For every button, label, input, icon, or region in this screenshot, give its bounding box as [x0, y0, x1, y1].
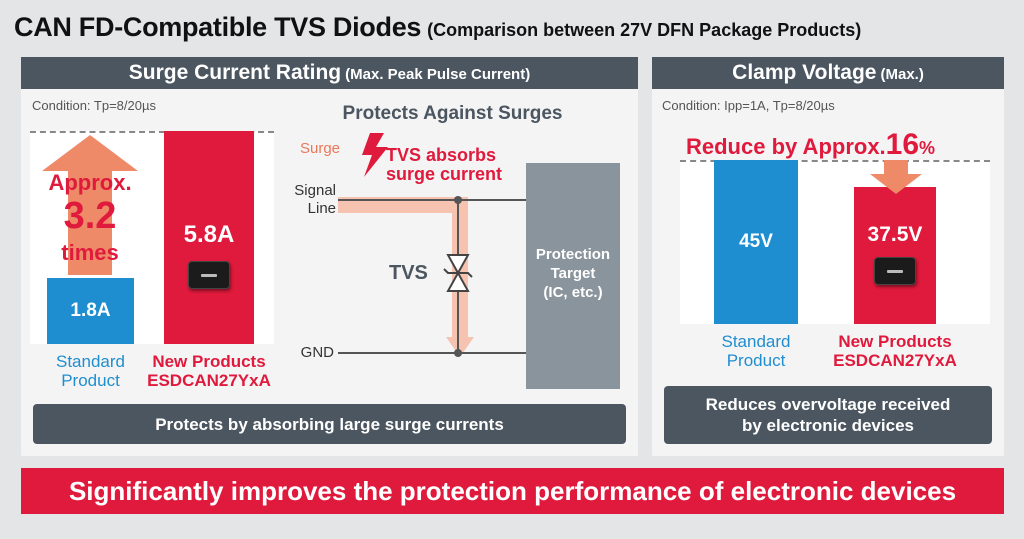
- reduce-label: Reduce by Approx.16%: [686, 128, 936, 161]
- right-panel-header: Clamp Voltage (Max.): [652, 57, 1004, 89]
- bar-new-clamp-label: 37.5V: [867, 223, 923, 247]
- approx-line3: times: [61, 240, 119, 265]
- left-condition: Condition: Tp=8/20µs: [32, 98, 156, 113]
- bar-standard-clamp: 45V: [714, 160, 798, 324]
- bar-standard-clamp-label: 45V: [739, 231, 773, 252]
- bottom-banner: Significantly improves the protection pe…: [21, 468, 1004, 514]
- right-note: Reduces overvoltage received by electron…: [664, 386, 992, 444]
- down-arrow-icon: [870, 160, 922, 194]
- tvs-label: TVS: [389, 262, 428, 284]
- left-note-text: Protects by absorbing large surge curren…: [155, 414, 504, 434]
- right-max-line: [680, 160, 990, 162]
- left-header-sub: (Max. Peak Pulse Current): [345, 66, 531, 83]
- approx-line1: Approx.: [48, 170, 132, 195]
- left-header-main: Surge Current Rating: [128, 61, 342, 84]
- approx-value: 3.2: [63, 195, 117, 237]
- protection-target-label: Protection Target (IC, etc.): [535, 246, 611, 301]
- bar-new-surge-label: 5.8A: [183, 221, 235, 248]
- page-title: CAN FD-Compatible TVS Diodes (Comparison …: [14, 12, 861, 43]
- right-new-caption: New Products ESDCAN27YxA: [833, 332, 957, 370]
- bar-standard-surge: 1.8A: [47, 277, 134, 344]
- left-note: Protects by absorbing large surge curren…: [33, 404, 626, 444]
- right-condition: Condition: Ipp=1A, Tp=8/20µs: [662, 98, 835, 113]
- gnd-label: GND: [300, 344, 334, 361]
- left-panel-header: Surge Current Rating (Max. Peak Pulse Cur…: [21, 57, 638, 89]
- title-sub: (Comparison between 27V DFN Package Prod…: [427, 20, 862, 40]
- left-standard-caption: Standard Product: [56, 352, 125, 390]
- up-arrow-icon: [42, 135, 138, 275]
- bar-standard-surge-label: 1.8A: [70, 299, 111, 321]
- title-main: CAN FD-Compatible TVS Diodes: [14, 12, 422, 42]
- surge-label: Surge: [300, 140, 341, 157]
- right-header-main: Clamp Voltage: [732, 61, 877, 84]
- bar-new-clamp: 37.5V: [854, 187, 936, 324]
- banner-text: Significantly improves the protection pe…: [68, 476, 957, 506]
- left-new-caption: New Products ESDCAN27YxA: [147, 352, 271, 390]
- right-header-sub: (Max.): [880, 66, 924, 83]
- chip-icon: [874, 257, 916, 286]
- bar-new-surge: 5.8A: [164, 131, 254, 344]
- protection-diagram: [338, 133, 620, 389]
- right-standard-caption: Standard Product: [721, 332, 791, 370]
- diagram-title: Protects Against Surges: [342, 103, 563, 124]
- tvs-absorbs-label: TVS absorbs surge current: [386, 145, 503, 184]
- left-max-line: [30, 131, 274, 133]
- signal-line-label: Signal Line: [294, 182, 336, 217]
- chip-icon: [188, 261, 230, 289]
